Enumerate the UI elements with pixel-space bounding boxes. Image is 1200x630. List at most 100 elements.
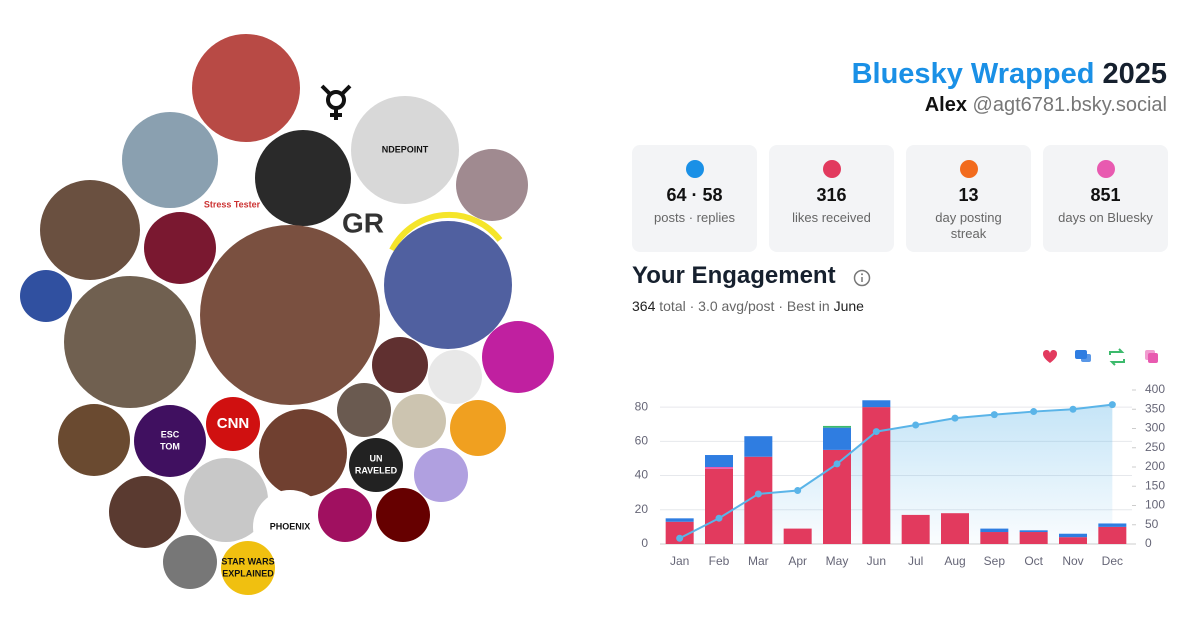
bar-segment [665,521,694,544]
x-tick-label: Nov [1062,554,1083,568]
legend-reposts[interactable] [1109,348,1125,366]
bar-segment [1019,530,1048,533]
bar-segment [823,425,851,428]
stat-card: 851 days on Bluesky [1043,145,1168,252]
title-brand: Bluesky Wrapped [851,58,1095,90]
avatar [200,225,380,405]
y-tick-label: 60 [635,434,649,448]
x-tick-label: Oct [1024,554,1043,568]
stat-value: 851 [1090,185,1121,205]
avatar [339,201,387,249]
avatar [318,488,372,542]
avatar [20,270,72,322]
line-point [990,411,998,419]
avatar [259,409,347,497]
legend-quotes[interactable] [1145,350,1158,363]
avatar [414,448,468,502]
total: 364 [632,298,656,314]
info-icon[interactable] [852,268,872,288]
bar-segment [665,518,694,522]
stat-value: 13 [958,185,979,205]
bar-segment [862,407,891,544]
y2-tick-label: 400 [1145,382,1165,396]
avatar [456,149,528,221]
avatar [450,400,506,456]
stat-label: day posting streak [935,210,1002,241]
y2-tick-label: 350 [1145,401,1165,415]
avatar [221,541,275,595]
line-point [676,534,684,542]
stat-card: 64 · 58 posts · replies [632,145,757,252]
bar-segment [1019,532,1048,544]
bar-segment [941,513,969,544]
y2-tick-label: 200 [1145,459,1165,473]
line-area [679,404,1113,544]
avatar [255,130,351,226]
user-handle: @agt6781.bsky.social [972,94,1167,116]
x-tick-label: Aug [944,554,965,568]
avatar [392,394,446,448]
y2-tick-label: 0 [1145,536,1152,550]
y-tick-label: 80 [635,399,649,413]
avatar [372,337,428,393]
line-point [715,514,723,522]
y2-tick-label: 150 [1145,478,1165,492]
line [679,403,1113,540]
legend-likes[interactable] [1042,349,1058,363]
avatar-text: CNN [217,415,250,432]
avatar [384,221,512,349]
stat-value: 64 · 58 [666,185,723,205]
stat-label: likes received [792,210,871,225]
x-tick-label: Apr [788,554,807,568]
bar-segment [783,528,812,544]
best-month: June [833,298,864,314]
avatar-text: Stress Tester [204,199,261,209]
avatar-text: PHOENIX [270,521,311,531]
summary: 364 total · 3.0 avg/post · Best in June [632,298,864,314]
ring [389,211,503,252]
line-point [1108,401,1116,409]
bar-segment [980,532,1009,544]
avatar [337,383,391,437]
avatar [58,404,130,476]
bar-segment [1098,523,1127,527]
x-tick-label: Jun [867,554,886,568]
bar-segment [862,400,891,408]
legend [1042,348,1158,366]
avatar [163,535,217,589]
x-tick-label: May [826,554,849,568]
bar-segment [744,436,773,457]
avatar-cloud: NDEPOINT Stress Tester GR ESC TOM CNN UN RAVELE… [20,34,554,595]
avatar [192,34,300,142]
avatar-text: TOM [160,441,180,451]
x-tick-label: Dec [1102,554,1123,568]
avatar-text: GR [342,207,384,238]
avatar [428,350,482,404]
avatar [144,212,216,284]
bar-segment [705,455,733,467]
bar-segment [705,468,733,544]
bar-segment [901,514,930,544]
y2-tick-label: 250 [1145,440,1165,454]
y-tick-label: 40 [635,468,649,482]
legend-replies[interactable] [1075,350,1091,362]
section-title: Your Engagement [632,262,836,289]
bar-segment [980,528,1009,533]
trans-symbol [320,84,352,120]
user: Alex @agt6781.bsky.social [925,94,1167,117]
bar-segment [705,467,733,469]
avatar [109,476,181,548]
stat-icon [686,160,704,178]
x-tick-label: Feb [709,554,730,568]
avatar [376,488,430,542]
y-tick-label: 0 [641,536,648,550]
bar-segment [1098,526,1127,544]
stat-icon [823,160,841,178]
line-point [754,490,762,498]
avatar [482,321,554,393]
avatar [351,96,459,204]
stat-card: 316 likes received [769,145,894,252]
line-point [833,460,841,468]
line-point [1030,408,1038,416]
